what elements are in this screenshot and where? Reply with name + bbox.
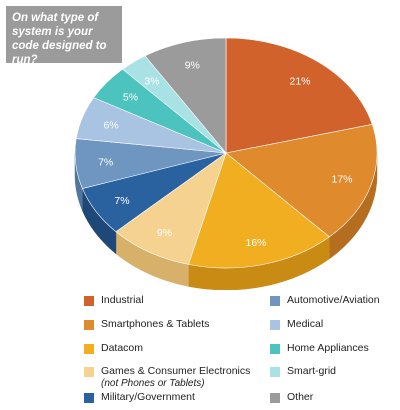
legend-item-smart-grid: Smart-grid xyxy=(270,365,336,378)
legend-item-datacom: Datacom xyxy=(84,342,143,355)
legend-swatch xyxy=(270,367,280,377)
legend-label-text: Military/Government xyxy=(101,391,195,403)
slice-value-label: 9% xyxy=(185,60,200,72)
legend-label: Other xyxy=(287,391,313,404)
legend-item-medical: Medical xyxy=(270,318,323,331)
legend-label: Military/Government xyxy=(101,391,195,404)
legend-label: Automotive/Aviation xyxy=(287,294,380,307)
legend-label-text: Home Appliances xyxy=(287,342,369,354)
legend-label-text: Smart-grid xyxy=(287,365,337,377)
legend-swatch xyxy=(270,320,280,330)
legend-label: Home Appliances xyxy=(287,342,369,355)
legend-label: Games & Consumer Electronics (not Phones … xyxy=(101,365,250,389)
slice-value-label: 5% xyxy=(123,92,138,104)
legend-label-text: Other xyxy=(287,391,314,403)
legend-item-smartphones-tablets: Smartphones & Tablets xyxy=(84,318,209,331)
pie-slice-games-consumer-electronics xyxy=(115,152,227,265)
legend-swatch xyxy=(84,296,94,306)
legend-item-other: Other xyxy=(270,391,313,404)
legend-swatch xyxy=(84,320,94,330)
legend-label-text: Games & Consumer Electronics xyxy=(101,365,251,377)
legend-label-text: Datacom xyxy=(101,342,144,354)
slice-value-label: 21% xyxy=(289,75,310,87)
legend-label-text: Medical xyxy=(287,318,324,330)
slice-value-label: 7% xyxy=(98,157,113,169)
chart-legend: Industrial Smartphones & Tablets Datacom Ga… xyxy=(84,294,400,410)
legend-swatch xyxy=(270,393,280,403)
pie-slice-datacom xyxy=(188,152,330,269)
legend-label: Industrial xyxy=(101,294,144,307)
legend-item-games-consumer-electronics: Games & Consumer Electronics (not Phones … xyxy=(84,365,250,389)
legend-item-industrial: Industrial xyxy=(84,294,144,307)
legend-label: Medical xyxy=(287,318,323,331)
slice-value-label: 9% xyxy=(157,227,172,239)
slice-value-label: 17% xyxy=(331,174,352,186)
pie-slice-other xyxy=(144,37,227,154)
slice-value-label: 6% xyxy=(104,120,119,132)
legend-label: Smart-grid xyxy=(287,365,336,378)
legend-item-automotive-aviation: Automotive/Aviation xyxy=(270,294,380,307)
chart-title: On what type of system is your code desi… xyxy=(12,12,107,66)
legend-label: Smartphones & Tablets xyxy=(101,318,209,331)
legend-swatch xyxy=(270,296,280,306)
chart-title-box: On what type of system is your code desi… xyxy=(6,6,122,66)
legend-label-text: Automotive/Aviation xyxy=(287,294,380,306)
legend-item-home-appliances: Home Appliances xyxy=(270,342,369,355)
pie-slice-smartphones-tablets xyxy=(225,124,378,238)
legend-swatch xyxy=(84,344,94,354)
slice-value-label: 7% xyxy=(114,195,129,207)
legend-sublabel: (not Phones or Tablets) xyxy=(101,378,205,389)
legend-swatch xyxy=(84,393,94,403)
legend-label: Datacom xyxy=(101,342,143,355)
pie-slice-industrial xyxy=(225,37,373,154)
legend-label-text: Industrial xyxy=(101,294,144,306)
legend-swatch xyxy=(270,344,280,354)
slice-value-label: 16% xyxy=(245,237,266,249)
legend-swatch xyxy=(84,367,94,377)
legend-label-text: Smartphones & Tablets xyxy=(101,318,210,330)
legend-item-military-government: Military/Government xyxy=(84,391,195,404)
pie-chart: 21% 17% 16% 9% 7% 7% 6% 5% 3% 9% xyxy=(74,37,378,290)
slice-value-label: 3% xyxy=(144,75,159,87)
